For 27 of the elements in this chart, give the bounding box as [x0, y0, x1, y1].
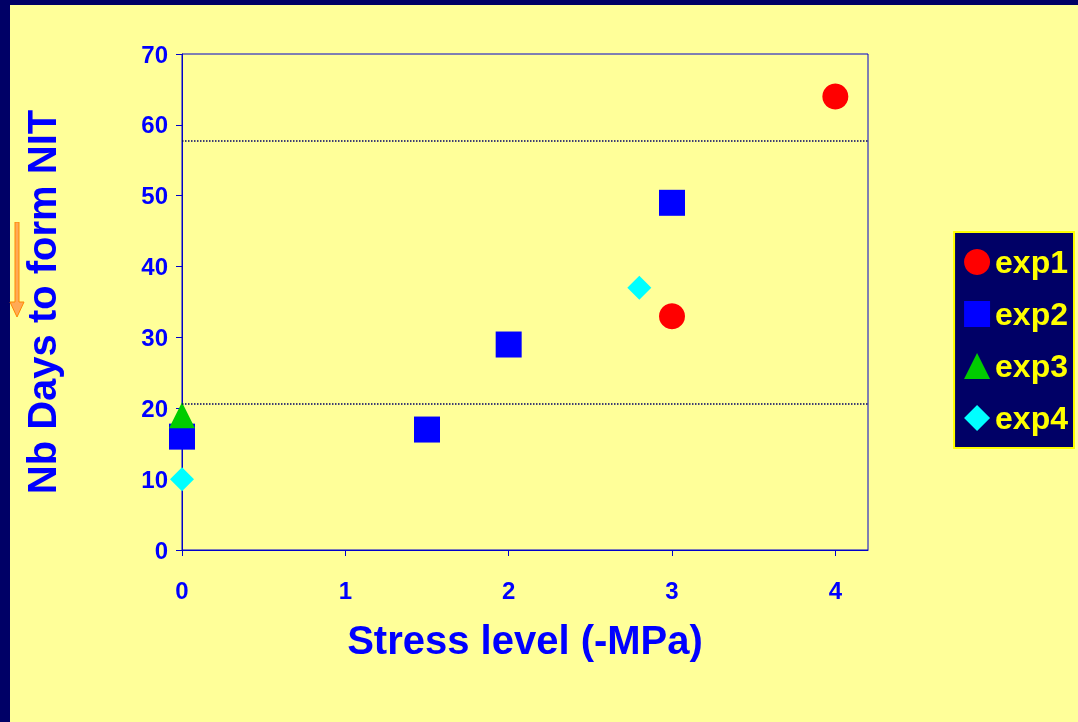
- x-tick-label: 3: [665, 576, 679, 604]
- y-tick-label: 10: [141, 465, 168, 493]
- x-tick-label: 2: [501, 576, 516, 604]
- x-tick-label: 4: [828, 576, 843, 604]
- point: [659, 303, 685, 330]
- y-tick-label: 40: [141, 253, 168, 281]
- point: [170, 467, 194, 492]
- x-tick-label: 0: [175, 576, 189, 604]
- x-axis-title: Stress level (-MPa): [347, 618, 703, 662]
- y-tick-label: 20: [141, 394, 168, 422]
- y-tick-label: 30: [141, 323, 168, 351]
- y-axis-title: Nb Days to form NIT: [20, 109, 64, 495]
- legend-label: exp4: [995, 400, 1069, 436]
- point: [414, 416, 440, 443]
- legend-label: exp2: [995, 296, 1068, 332]
- y-tick-label: 70: [141, 40, 168, 68]
- y-tick-label: 0: [154, 536, 168, 564]
- point: [822, 83, 849, 110]
- legend-label: exp3: [995, 348, 1068, 384]
- point: [495, 331, 522, 358]
- y-tick-label: 60: [141, 111, 168, 139]
- x-tick-label: 1: [338, 576, 353, 604]
- legend-label: exp1: [995, 244, 1068, 280]
- point: [627, 275, 652, 300]
- y-tick-label: 50: [141, 182, 168, 210]
- point: [659, 189, 685, 216]
- point: [169, 402, 195, 429]
